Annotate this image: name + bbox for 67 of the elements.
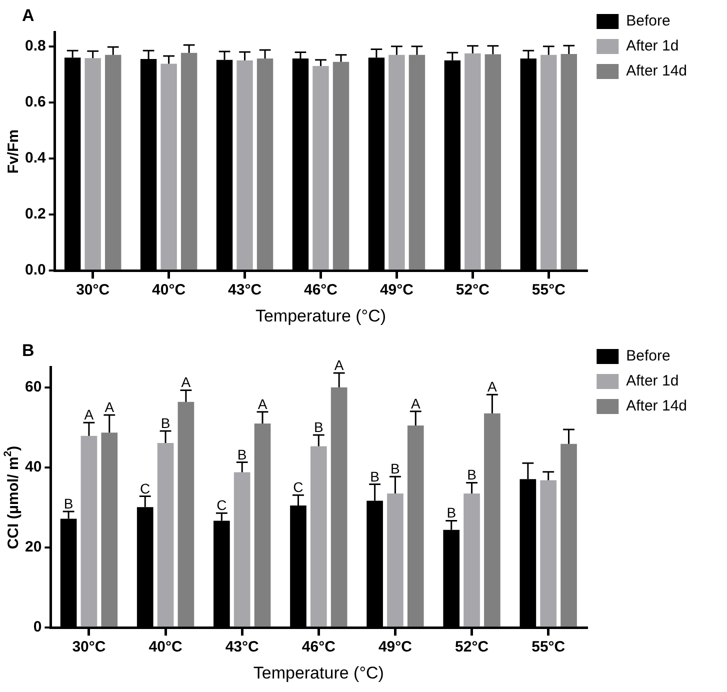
data-label: B — [64, 496, 74, 512]
legend-label: Before — [626, 12, 670, 30]
data-label: B — [467, 466, 476, 483]
legend-label: Before — [626, 348, 670, 365]
chart-title: B — [22, 340, 34, 360]
data-label: A — [84, 406, 94, 423]
y-tick-label: 20 — [24, 538, 42, 556]
x-tick-label: 30°C — [76, 282, 110, 299]
x-tick-label: 49°C — [380, 282, 414, 299]
x-tick-label: 46°C — [304, 282, 338, 299]
data-label: A — [181, 374, 192, 390]
x-tick-label: 43°C — [225, 638, 260, 656]
data-label: B — [390, 460, 400, 477]
data-label: B — [446, 504, 456, 521]
bar — [234, 472, 250, 627]
bar — [464, 493, 480, 627]
bar — [484, 413, 500, 627]
x-tick-label: 46°C — [302, 638, 336, 656]
data-label: B — [160, 415, 170, 432]
data-label: C — [216, 497, 227, 514]
bar — [407, 425, 424, 627]
y-tick-label: 0.2 — [24, 206, 46, 223]
bar — [330, 387, 348, 627]
y-tick-label: 0.8 — [24, 38, 46, 55]
x-tick-label: 43°C — [228, 282, 262, 299]
legend-label: After 1d — [626, 38, 679, 55]
x-axis-title: Temperature (°C) — [255, 306, 386, 326]
x-tick-label: 30°C — [72, 638, 106, 656]
x-tick-label: 52°C — [456, 282, 490, 299]
bar — [540, 480, 557, 627]
data-label: B — [237, 446, 247, 462]
legend-label: After 1d — [626, 372, 679, 390]
chart-title: A — [22, 6, 34, 25]
y-tick-label: 0.0 — [24, 262, 46, 279]
x-tick-label: 55°C — [532, 282, 566, 299]
data-label: A — [410, 395, 421, 412]
bar — [80, 436, 98, 627]
x-tick-label: 52°C — [455, 638, 489, 656]
bar — [560, 444, 577, 627]
data-label: C — [140, 480, 150, 496]
data-label: B — [314, 419, 324, 436]
bar — [254, 423, 271, 627]
y-tick-label: 0 — [33, 618, 42, 636]
data-label: A — [104, 399, 115, 416]
x-tick-label: 40°C — [152, 282, 186, 299]
y-tick-label: 60 — [24, 378, 42, 396]
bar — [387, 493, 404, 627]
data-label: A — [334, 357, 344, 374]
y-tick-label: 0.6 — [24, 94, 46, 111]
data-label: A — [488, 378, 498, 395]
bar — [157, 443, 174, 627]
bar — [101, 432, 118, 627]
x-axis-title: Temperature (°C) — [253, 663, 384, 682]
y-axis-title: Fv/Fm — [5, 129, 22, 174]
x-tick-label: 55°C — [532, 638, 566, 656]
data-label: C — [293, 479, 304, 496]
y-tick-label: 0.4 — [24, 150, 46, 167]
x-tick-label: 40°C — [148, 638, 182, 656]
data-label: A — [258, 396, 268, 412]
y-tick-label: 40 — [24, 458, 42, 476]
y-axis-title: CCI (μmol/ m2) — [2, 446, 22, 550]
bar — [310, 446, 327, 627]
data-label: B — [370, 468, 380, 484]
legend-label: After 14d — [626, 398, 688, 415]
bar — [178, 402, 194, 627]
x-tick-label: 49°C — [378, 638, 412, 656]
legend-label: After 14d — [626, 62, 688, 80]
